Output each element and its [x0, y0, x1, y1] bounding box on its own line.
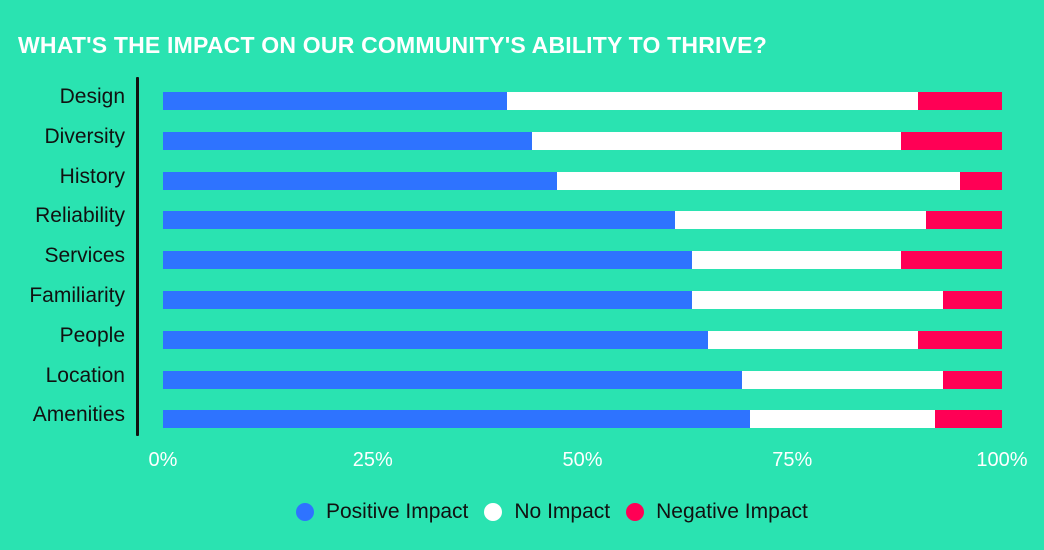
- positive-impact-segment: [163, 410, 751, 429]
- negative-impact-segment: [901, 251, 1002, 270]
- no-impact-segment: [691, 290, 944, 309]
- bar-row: [163, 131, 1002, 150]
- legend-label: Negative Impact: [656, 500, 808, 523]
- positive-impact-segment: [163, 211, 675, 230]
- bar-row: [163, 171, 1002, 190]
- negative-impact-segment: [943, 370, 1002, 389]
- legend-label: No Impact: [514, 500, 611, 523]
- x-tick-label: 75%: [772, 449, 813, 471]
- negative-impact-segment: [918, 330, 1002, 349]
- x-tick-label: 0%: [148, 449, 178, 471]
- legend-dot-icon: [626, 503, 645, 521]
- x-tick-label: 100%: [976, 449, 1028, 471]
- category-label: People: [59, 323, 125, 347]
- category-label: Familiarity: [29, 283, 125, 307]
- no-impact-segment: [506, 92, 919, 110]
- positive-impact-segment: [163, 171, 558, 190]
- legend-item: Negative Impact: [626, 500, 808, 524]
- bar-row: [163, 251, 1002, 270]
- negative-impact-segment: [960, 171, 1002, 190]
- category-label: History: [59, 164, 125, 188]
- bar-row: [163, 330, 1002, 349]
- legend-item: Positive Impact: [296, 500, 468, 524]
- negative-impact-segment: [918, 92, 1002, 110]
- category-label: Design: [59, 85, 125, 108]
- legend: Positive Impact No Impact Negative Impact: [296, 500, 824, 524]
- positive-impact-segment: [163, 290, 692, 309]
- positive-impact-segment: [163, 370, 742, 389]
- legend-label: Positive Impact: [326, 500, 469, 523]
- category-label: Amenities: [32, 403, 125, 427]
- positive-impact-segment: [163, 251, 692, 270]
- no-impact-segment: [741, 370, 944, 389]
- bar-row: [163, 370, 1002, 389]
- negative-impact-segment: [926, 211, 1002, 230]
- category-label: Diversity: [44, 124, 125, 148]
- bar-row: [163, 410, 1002, 429]
- category-label: Reliability: [35, 204, 125, 228]
- x-tick-label: 25%: [352, 449, 393, 471]
- bar-area: [163, 92, 1002, 450]
- legend-dot-icon: [296, 503, 314, 521]
- bar-row: [163, 92, 1002, 110]
- positive-impact-segment: [163, 330, 709, 349]
- category-label: Location: [45, 363, 125, 387]
- no-impact-segment: [532, 131, 902, 150]
- chart-title: WHAT'S THE IMPACT ON OUR COMMUNITY'S ABI…: [18, 32, 767, 58]
- negative-impact-segment: [943, 290, 1002, 309]
- negative-impact-segment: [934, 410, 1002, 429]
- legend-item: No Impact: [484, 500, 610, 524]
- no-impact-segment: [557, 171, 961, 190]
- legend-dot-icon: [484, 503, 503, 521]
- y-axis-line: [136, 77, 139, 436]
- no-impact-segment: [750, 410, 935, 429]
- negative-impact-segment: [901, 131, 1002, 150]
- x-axis-ticks: 0% 25% 50% 75% 100%: [149, 449, 1028, 477]
- category-labels: Design Diversity History Reliability Service…: [0, 80, 125, 438]
- positive-impact-segment: [163, 131, 533, 150]
- no-impact-segment: [691, 251, 902, 270]
- bar-row: [163, 290, 1002, 309]
- no-impact-segment: [708, 330, 919, 349]
- x-tick-label: 50%: [562, 449, 603, 471]
- no-impact-segment: [674, 211, 927, 230]
- bar-row: [163, 211, 1002, 230]
- category-label: Services: [44, 244, 125, 268]
- positive-impact-segment: [163, 92, 507, 110]
